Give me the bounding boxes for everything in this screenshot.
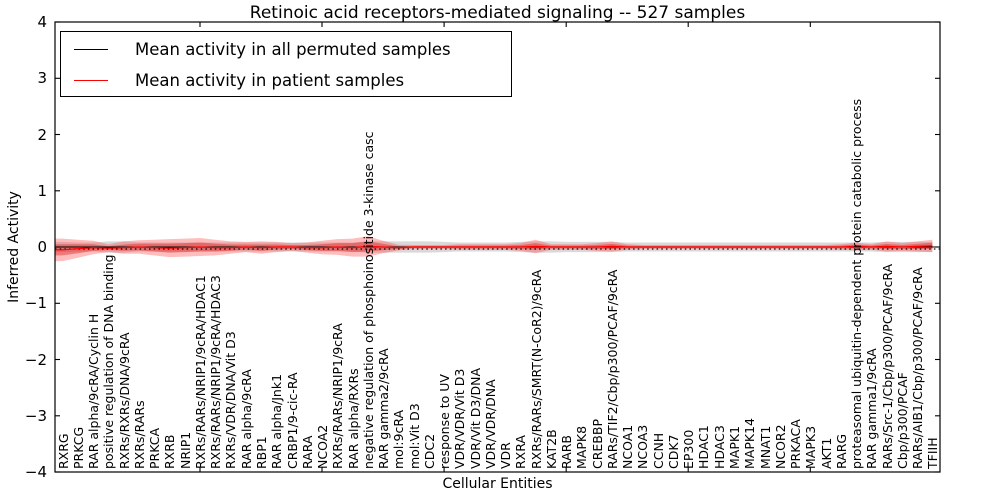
x-tick-label: VDR/VDR/DNA (482, 379, 498, 469)
x-tick-label: RAR alpha/9cRA/Cyclin H (86, 313, 102, 469)
x-tick-label: KAT2B (543, 429, 559, 469)
patient-mean-line (55, 245, 933, 251)
x-tick-label: EP300 (681, 429, 697, 469)
x-tick-label: HDAC1 (696, 425, 712, 469)
x-tick-label: MAPK3 (803, 425, 819, 469)
x-tick-label: CDK7 (665, 434, 681, 469)
x-tick-label: RBP1 (253, 436, 269, 469)
x-tick-label: PRKCG (70, 426, 86, 469)
x-tick-label: HDAC3 (711, 425, 727, 469)
x-tick-label: mol:9cRA (391, 409, 407, 469)
x-tick-label: CREBBP (589, 419, 605, 469)
patient-std-band (55, 236, 933, 262)
legend: Mean activity in all permuted samples Me… (60, 31, 512, 97)
chart-title: Retinoic acid receptors-mediated signali… (249, 3, 746, 23)
x-tick-label: AKT1 (818, 437, 834, 469)
x-tick-label: RARG (833, 433, 849, 469)
legend-item-patient: Mean activity in patient samples (61, 65, 511, 95)
x-tick-label: RXRA (513, 435, 529, 469)
x-tick-label: MAPK14 (742, 418, 758, 469)
x-tick-label: NRIP1 (177, 431, 193, 469)
x-tick-label: CCNH (650, 432, 666, 469)
x-tick-label: RXRs/VDR/DNA/Vit D3 (223, 331, 239, 469)
patient-std-band-core (55, 241, 933, 256)
x-tick-label: NCOR2 (772, 424, 788, 469)
x-tick-label: Cbp/p300/PCAF (894, 372, 910, 469)
x-tick-label: NCOA3 (635, 424, 651, 469)
x-tick-label: CRBP1/9-cic-RA (284, 372, 300, 469)
x-tick-label: RAR gamma1/9cRA (864, 348, 880, 469)
x-tick-label: RXRB (162, 434, 178, 469)
x-tick-label: RAR gamma2/9cRA (376, 348, 392, 469)
x-tick-label: mol:Vit D3 (406, 403, 422, 469)
y-tick-label: −2 (24, 350, 47, 369)
x-tick-label: positive regulation of DNA binding (101, 254, 117, 469)
y-tick-label: 2 (37, 125, 47, 144)
x-tick-label: PRKACA (788, 419, 804, 469)
y-tick-label: 0 (37, 238, 47, 256)
x-tick-label: NCOA2 (315, 424, 331, 469)
x-tick-label: MAPK8 (574, 425, 590, 469)
x-tick-label: RAR alpha/9cRA (238, 369, 254, 469)
x-tick-label: CDC2 (421, 433, 437, 469)
x-tick-label: RAR alpha/RXRs (345, 368, 361, 469)
x-tick-label: RARs/Src-1/Cbp/p300/PCAF/9cRA (879, 263, 895, 469)
x-tick-label: RXRs/RARs (131, 400, 147, 469)
x-tick-label: PRKCA (147, 427, 163, 469)
x-tick-label: TFIIH (925, 437, 941, 469)
x-tick-label: VDR/Vit D3/DNA (467, 367, 483, 469)
x-tick-label: RAR alpha/Jnk1 (269, 373, 285, 469)
legend-label-permuted: Mean activity in all permuted samples (135, 39, 451, 59)
legend-line-patient-icon (74, 79, 108, 81)
x-tick-label: RXRs/RARs/NRIP1/9cRA/HDAC3 (208, 275, 224, 469)
y-tick-label: 4 (37, 13, 47, 31)
x-tick-label: negative regulation of phosphoinositide … (360, 131, 376, 470)
x-tick-label: RARs/TIF2/Cbp/p300/PCAF/9cRA (604, 269, 620, 469)
legend-line-permuted-icon (74, 48, 108, 50)
legend-label-patient: Mean activity in patient samples (135, 70, 405, 90)
legend-item-permuted: Mean activity in all permuted samples (61, 34, 511, 64)
x-tick-label: RXRs/RXRs/DNA/9cRA (116, 332, 132, 469)
x-tick-label: RARB (559, 435, 575, 469)
y-tick-label: 3 (37, 69, 47, 88)
x-tick-label: NCOA1 (620, 424, 636, 469)
y-tick-label: −3 (24, 406, 47, 425)
x-tick-label: VDR (498, 442, 514, 469)
x-tick-label: VDR/VDR/Vit D3 (452, 368, 468, 469)
x-tick-label: RXRs/RARs/NRIP1/9cRA/HDAC1 (192, 275, 208, 469)
y-tick-label: −4 (24, 463, 47, 481)
x-tick-label: RARs/AIB1/Cbp/p300/PCAF/9cRA (910, 267, 926, 469)
x-tick-label: RXRG (55, 433, 71, 469)
x-tick-label: response to UV (437, 374, 453, 469)
y-tick-label: 1 (37, 181, 47, 200)
x-axis-label: Cellular Entities (442, 476, 553, 492)
y-tick-label: −1 (24, 294, 47, 313)
x-tick-label: MNAT1 (757, 425, 773, 469)
x-tick-label: RXRs/RARs/SMRT(N-CoR2)/9cRA (528, 269, 544, 469)
x-tick-label: RARA (299, 435, 315, 469)
x-tick-label: MAPK1 (727, 425, 742, 469)
x-tick-label: proteasomal ubiquitin-dependent protein … (849, 98, 865, 469)
x-tick-label: RXRs/RARs/NRIP1/9cRA (330, 323, 346, 469)
